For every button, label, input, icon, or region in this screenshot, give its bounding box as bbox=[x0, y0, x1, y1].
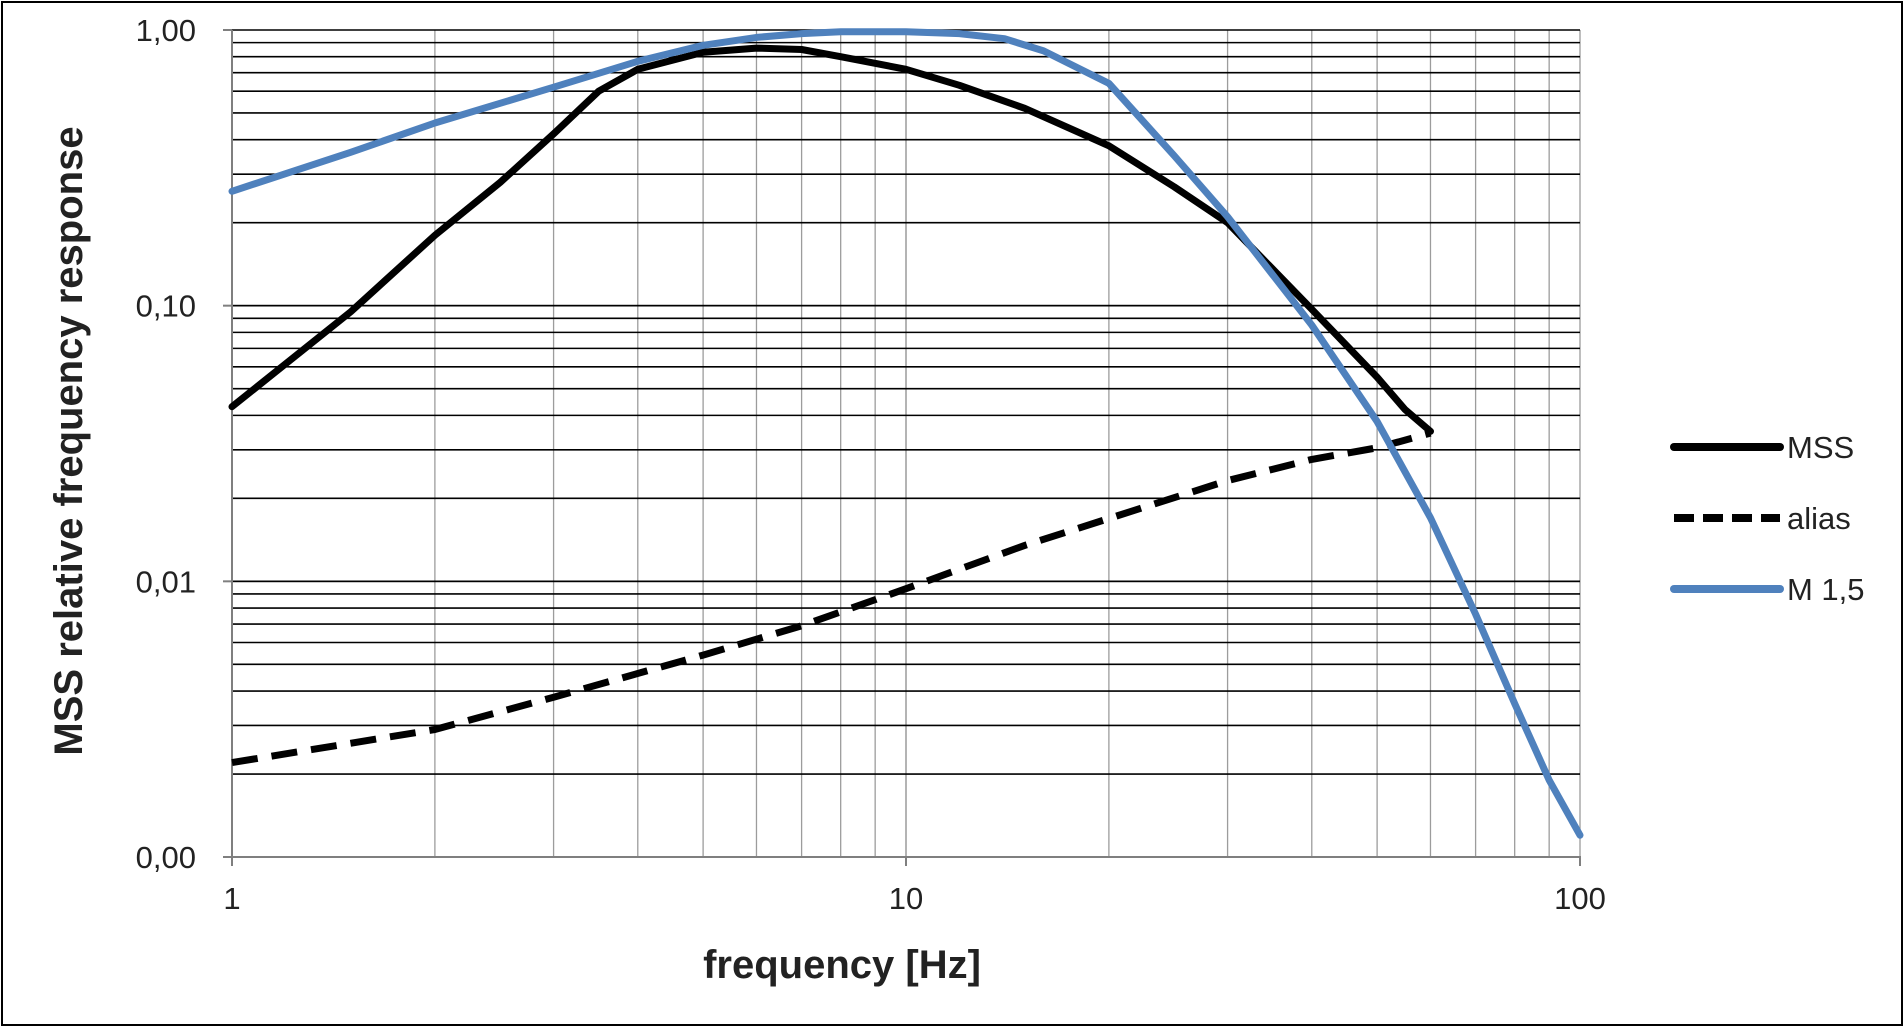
grid-lines bbox=[232, 29, 1581, 857]
series-line-mss bbox=[228, 44, 1434, 435]
data-series bbox=[228, 28, 1584, 839]
y-tick-label: 0,01 bbox=[136, 564, 196, 599]
y-tick-label: 0,10 bbox=[136, 289, 196, 324]
legend-label-m-1-5: M 1,5 bbox=[1787, 572, 1865, 607]
y-tick-label: 0,00 bbox=[136, 840, 196, 875]
y-tick-label: 1,00 bbox=[136, 13, 196, 48]
legend-label-mss: MSS bbox=[1787, 430, 1854, 465]
x-tick-label: 1 bbox=[223, 881, 240, 916]
x-tick-label: 100 bbox=[1554, 881, 1606, 916]
legend-label-alias: alias bbox=[1787, 501, 1851, 536]
y-axis-title: MSS relative frequency response bbox=[47, 126, 91, 755]
axes bbox=[223, 29, 1581, 866]
x-axis-title: frequency [Hz] bbox=[703, 943, 981, 987]
x-tick-label: 10 bbox=[889, 881, 923, 916]
series-line-alias bbox=[231, 429, 1432, 767]
tick-labels: 1,00 0,10 0,01 0,00 1 10 100 bbox=[136, 13, 1606, 916]
legend: MSS alias M 1,5 bbox=[1670, 430, 1865, 607]
